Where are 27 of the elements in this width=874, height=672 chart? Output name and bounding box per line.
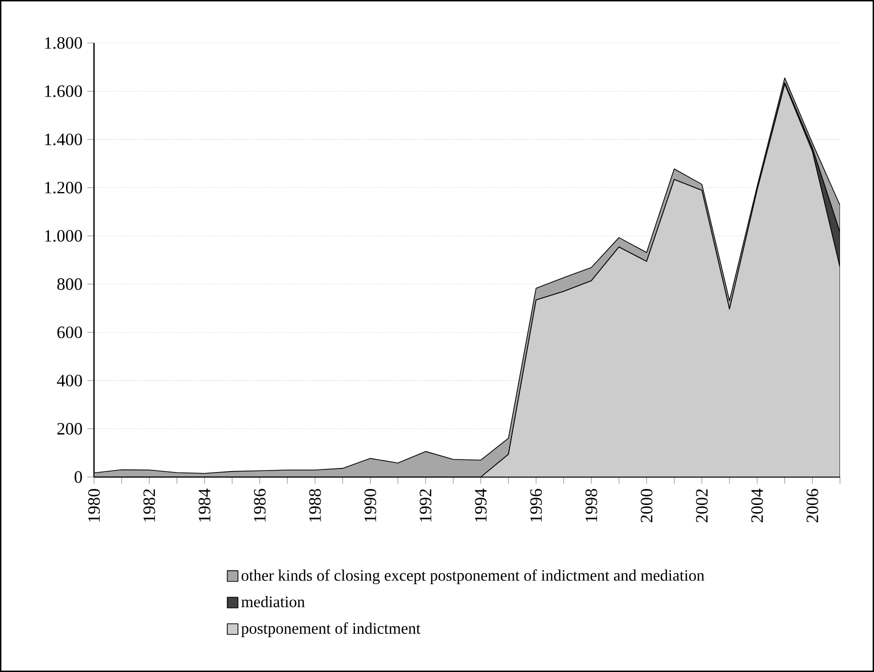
y-tick-label: 800 — [57, 278, 82, 290]
x-tick-label: 1994 — [474, 488, 487, 522]
x-tick-label: 2000 — [640, 489, 652, 522]
x-tick-label: 1992 — [420, 489, 432, 522]
y-tick-label: 1.200 — [45, 182, 82, 194]
legend-label: postponement of indictment — [241, 622, 420, 638]
x-tick-label: 1998 — [585, 489, 598, 522]
y-tick-label: 0 — [74, 471, 82, 483]
x-tick-label: 1984 — [198, 488, 210, 522]
legend-label: mediation — [241, 596, 305, 608]
x-tick-label: 1986 — [254, 488, 266, 522]
y-tick-label: 1.800 — [45, 37, 82, 49]
x-tick-label: 1990 — [364, 489, 376, 522]
x-tick-label: 1996 — [530, 488, 542, 522]
y-tick-label: 1.600 — [45, 85, 82, 98]
x-tick-label: 1988 — [309, 489, 321, 522]
x-tick-label: 2002 — [696, 489, 708, 522]
x-tick-label: 2004 — [751, 488, 763, 522]
legend-label: other kinds of closing except postponement of indictment and mediation — [242, 569, 704, 584]
x-tick-label: 1980 — [88, 489, 100, 522]
y-tick-label: 200 — [57, 422, 82, 435]
y-tick-label: 1.000 — [45, 230, 82, 242]
x-tick-label: 1982 — [143, 489, 156, 522]
y-tick-label: 400 — [56, 374, 82, 386]
y-tick-label: 1.400 — [45, 134, 82, 146]
x-tick-label: 2006 — [806, 488, 818, 522]
y-tick-label: 600 — [57, 326, 82, 338]
